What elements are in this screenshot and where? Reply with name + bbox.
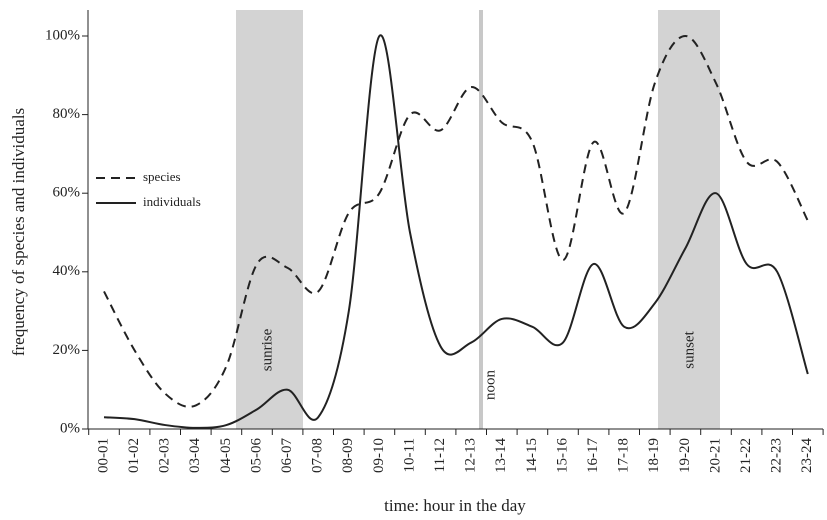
- annotation: sunrise: [259, 328, 275, 371]
- series-line: [103, 34, 809, 408]
- x-tick-label: 08-09: [340, 438, 356, 473]
- x-tick-label: 03-04: [187, 438, 203, 473]
- x-tick-label: 06-07: [279, 438, 295, 473]
- x-tick-label: 00-01: [95, 438, 111, 473]
- x-tick-label: 23-24: [799, 438, 815, 473]
- sunset-shade: [658, 10, 720, 429]
- x-tick-label: 20-21: [707, 438, 723, 473]
- x-tick-label: 19-20: [677, 438, 693, 473]
- x-tick-label: 02-03: [157, 438, 173, 473]
- x-tick-label: 17-18: [616, 438, 632, 473]
- x-tick-label: 18-19: [646, 438, 662, 473]
- x-tick-label: 21-22: [738, 438, 754, 473]
- legend-label: individuals: [143, 194, 201, 209]
- y-tick-label: 0%: [60, 420, 80, 436]
- x-tick-label: 12-13: [463, 438, 479, 473]
- y-tick-label: 40%: [53, 263, 81, 279]
- x-tick-label: 10-11: [401, 438, 417, 472]
- x-tick-label: 13-14: [493, 438, 509, 473]
- x-tick-label: 01-02: [126, 438, 142, 473]
- y-tick-label: 60%: [53, 185, 81, 201]
- x-tick-label: 11-12: [432, 438, 448, 472]
- x-tick-label: 09-10: [371, 438, 387, 473]
- x-tick-label: 04-05: [218, 438, 234, 473]
- x-tick-label: 14-15: [524, 438, 540, 473]
- x-tick-label: 05-06: [248, 438, 264, 473]
- x-axis-title: time: hour in the day: [384, 496, 526, 515]
- y-axis-title: frequency of species and individuals: [9, 108, 28, 356]
- x-tick-label: 15-16: [554, 438, 570, 473]
- legend-label: species: [143, 169, 181, 184]
- y-tick-label: 80%: [53, 106, 81, 122]
- annotation: sunset: [681, 330, 697, 368]
- y-tick-label: 20%: [53, 342, 81, 358]
- x-tick-label: 16-17: [585, 438, 601, 473]
- annotation: noon: [482, 370, 498, 401]
- series-line: [103, 34, 809, 429]
- x-tick-label: 22-23: [769, 438, 785, 473]
- sunrise-shade: [236, 10, 303, 429]
- y-tick-label: 100%: [45, 27, 80, 43]
- x-tick-label: 07-08: [310, 438, 326, 473]
